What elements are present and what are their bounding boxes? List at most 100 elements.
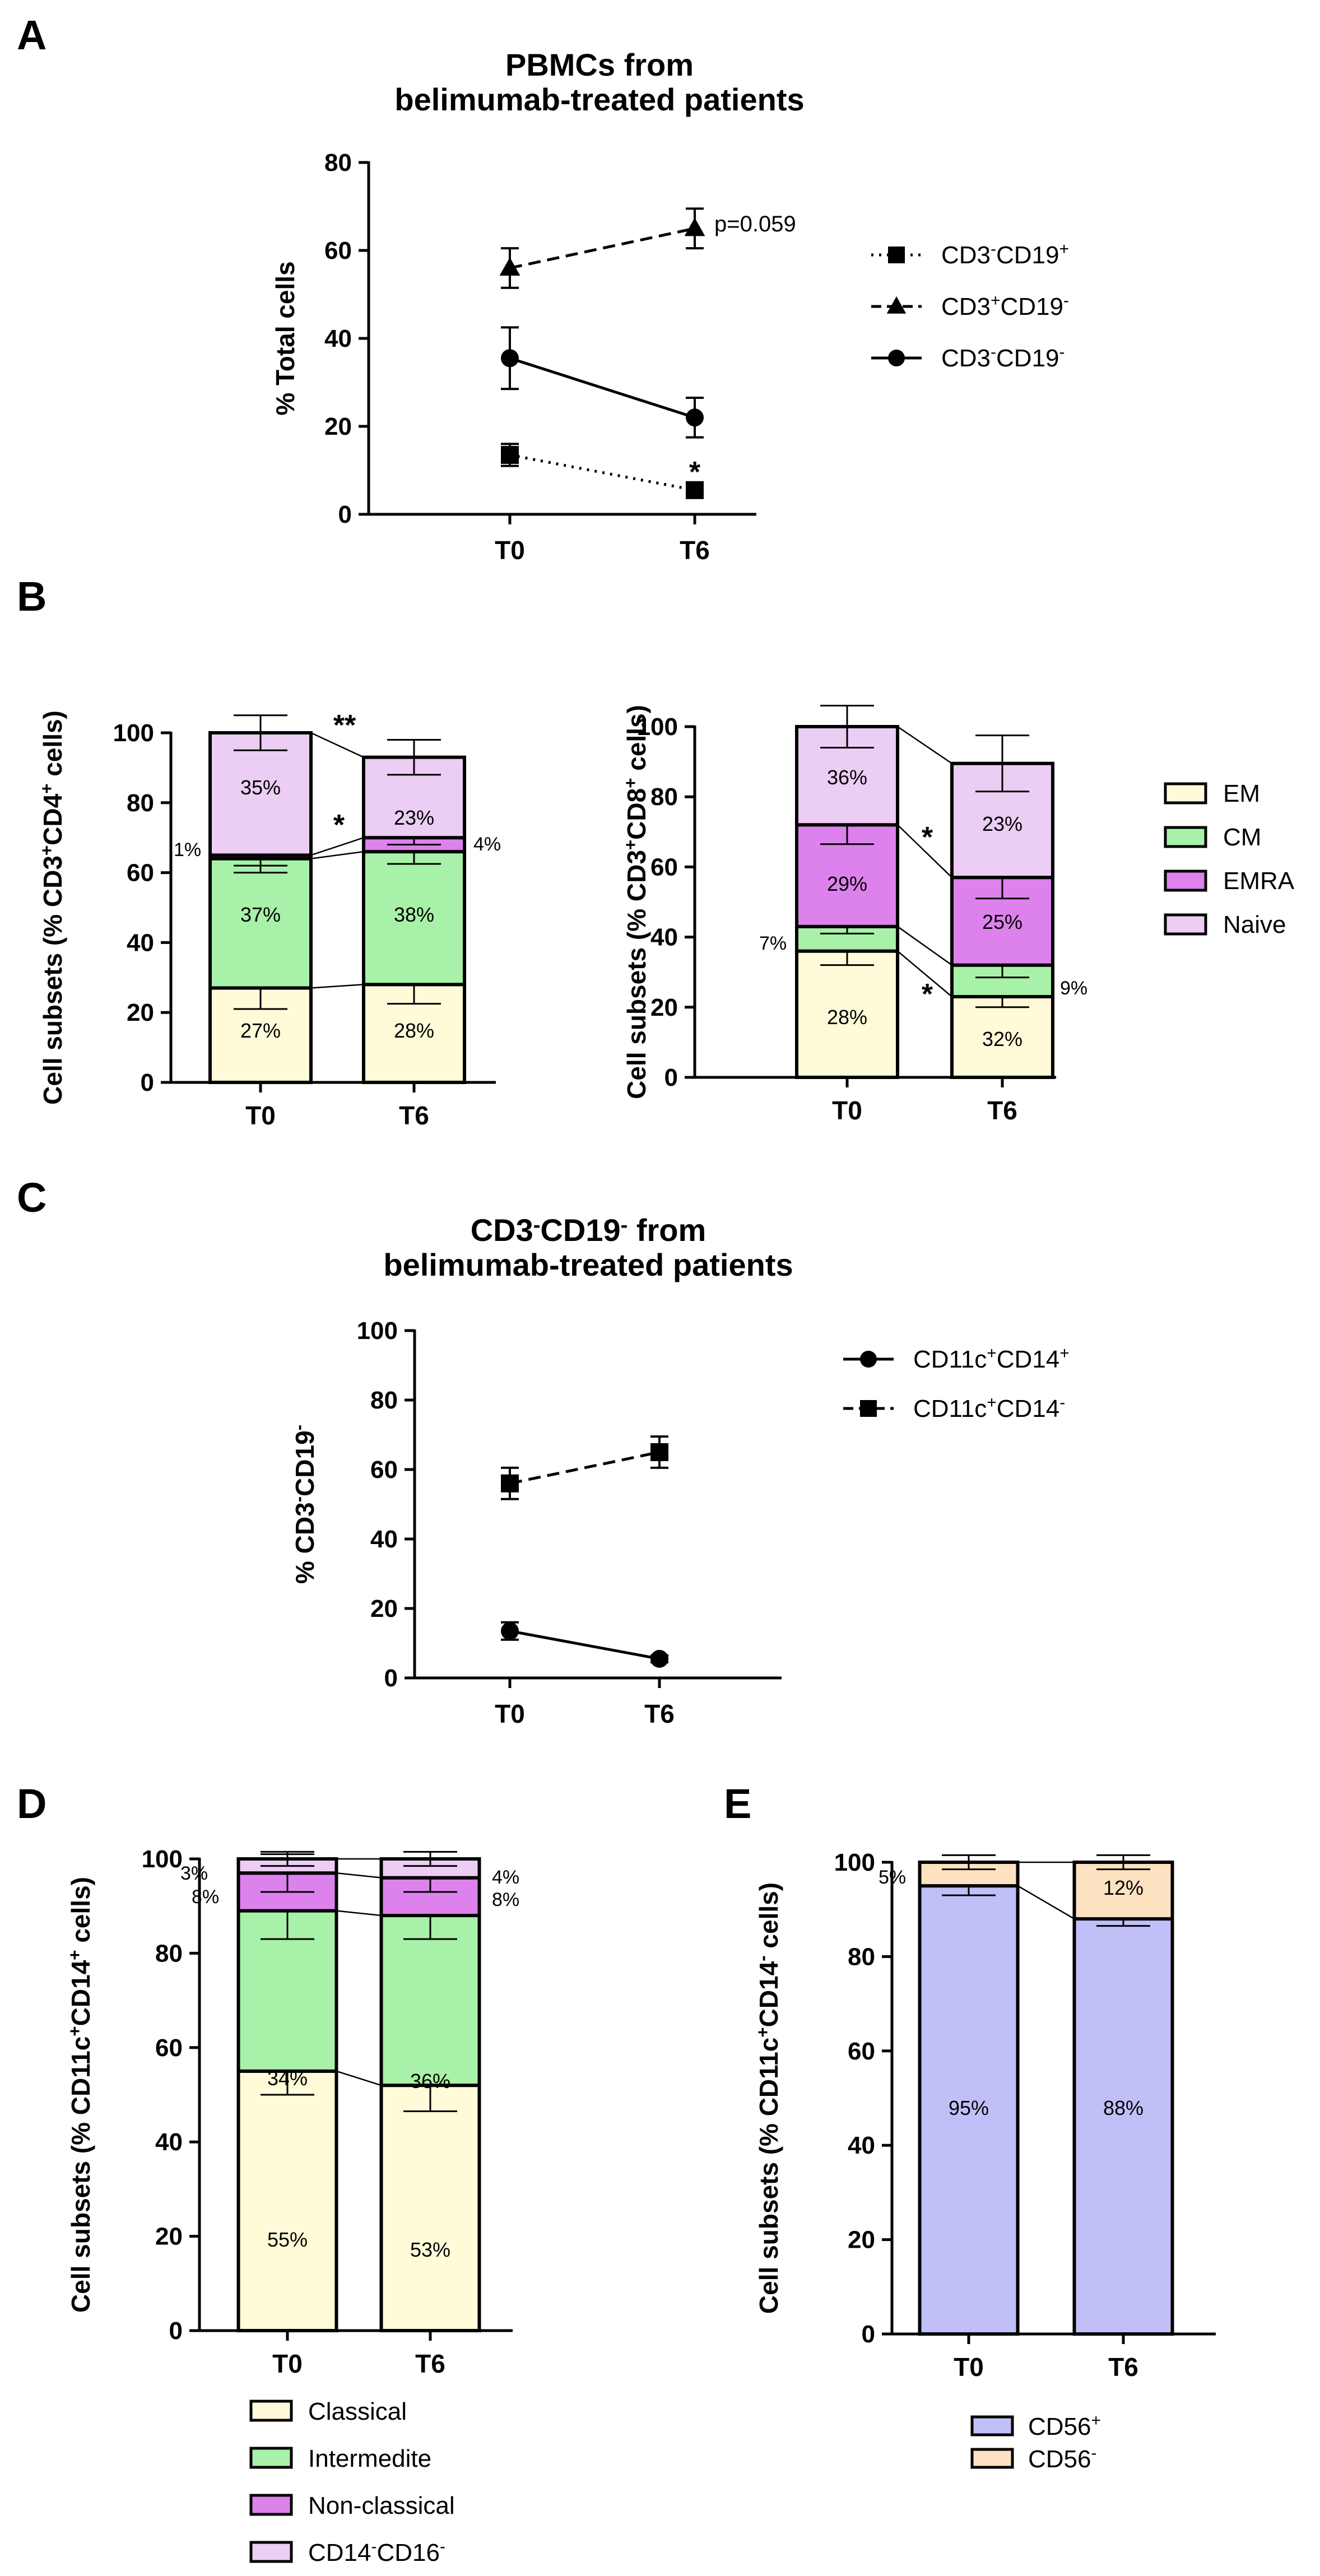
text-run: CD19 [1001,293,1064,320]
text-run: CD19 [996,345,1059,372]
y-axis-label: Cell subsets (% CD3+CD8+ cells) [621,705,651,1099]
panel-label-D: D [17,1780,47,1827]
data-point-CD3-CD19- [501,349,519,368]
superscript: - [289,1496,309,1502]
panel-A-line-chart: 0 20 40 60 80 T0 T6 PBMCs frombelimumab-treated… [271,47,1069,565]
legend-swatch-CD56+ [970,2415,1014,2436]
panel-label-E: E [724,1780,751,1827]
legend-symbol [886,296,907,314]
superscript: - [1059,1393,1065,1412]
text-run: CD4 [38,793,67,845]
legend: ClassicalIntermediteNon-classicalCD14-CD… [249,2398,455,2566]
superscript: + [1059,1344,1069,1363]
text-run: cells) [66,1877,95,1950]
superscript: + [37,845,57,855]
x-tick-label: T6 [415,2349,445,2378]
legend-swatch-CD14-CD16- [249,2541,293,2563]
superscript: + [1059,240,1069,258]
series-line-CD11c+CD14- [509,1450,660,1485]
series-line-CD11c+CD14+ [509,1629,660,1661]
segment-label: 28% [394,1019,434,1042]
y-tick-label: 60 [155,2034,183,2062]
significance-star: * [922,978,933,1011]
bar-segment-Intermedite [379,1914,481,2087]
legend-label: Naive [1223,911,1286,938]
chart-title: belimumab-treated patients [394,82,804,117]
x-tick-label: T0 [272,2349,303,2378]
legend-swatch-CD56- [970,2448,1014,2469]
legend-label: CD14-CD16- [308,2537,445,2566]
superscript: - [371,2537,377,2556]
bar-segment-Classical [379,2084,481,2332]
x-tick-label: T0 [495,1699,525,1728]
legend-symbol [888,350,905,366]
text-run: cells) [754,1882,783,1955]
legend-label: EMRA [1223,867,1295,895]
text-run: from [628,1212,706,1248]
legend-label: Classical [308,2398,407,2425]
connector-line [897,950,952,997]
text-run: CD14 [754,1961,783,2027]
segment-label-outside: 1% [174,839,201,861]
x-tick-label: T0 [495,536,525,565]
text-run: Cell subsets (% CD11c [754,2038,783,2314]
legend-label: CM [1223,824,1261,851]
series-line-CD3-CD19+ [509,453,695,492]
segment-label-outside: 9% [1060,978,1087,999]
y-axis-label: Cell subsets (% CD11c+CD14- cells) [753,1882,783,2314]
legend-label: CD56+ [1028,2411,1101,2440]
x-tick-label: T6 [987,1096,1017,1125]
y-tick-label: 60 [324,237,352,264]
segment-label-outside: 8% [192,1886,219,1908]
panel-label-B: B [17,573,47,620]
segment-label: 34% [267,2067,308,2090]
text-run: cells) [38,710,67,783]
x-tick-label: T0 [832,1096,862,1125]
connector-line [310,837,364,856]
connector-line [336,1910,382,1917]
y-tick-label: 80 [155,1940,183,1967]
superscript: - [1091,2444,1097,2462]
legend-label: CD11c+CD14+ [913,1344,1070,1373]
data-point-CD3-CD19- [686,408,704,427]
y-tick-label: 60 [370,1456,398,1484]
y-tick-label: 80 [650,783,678,811]
text-run: CD19 [540,1212,620,1248]
x-tick-label: T6 [1108,2352,1138,2382]
x-tick-label: T6 [644,1699,675,1728]
superscript: - [533,1213,541,1237]
y-tick-label: 0 [862,2321,875,2348]
y-tick-label: 0 [664,1064,678,1091]
text-run: CD19 [996,241,1059,269]
y-tick-label: 60 [848,2038,875,2065]
text-run: CD3 [941,241,991,269]
y-tick-label: 20 [848,2226,875,2254]
segment-label: 37% [240,903,281,926]
segment-label: 95% [949,2096,989,2119]
segment-label: 53% [410,2238,450,2261]
data-point-CD3-CD19+ [686,481,704,499]
text-run: Cell subsets (% CD3 [38,855,67,1105]
segment-label: 25% [982,910,1022,933]
segment-label: 36% [410,2070,450,2093]
connector-line [336,2070,382,2086]
text-run: CD11c [913,1346,987,1373]
legend-label: Intermedite [308,2445,431,2472]
y-tick-label: 20 [370,1595,398,1622]
text-run: Cell subsets (% CD3 [622,850,651,1099]
y-tick-label: 40 [650,924,678,951]
superscript: - [440,2537,445,2556]
y-axis-label: % CD3-CD19- [289,1425,319,1584]
data-point-CD3+CD19- [499,257,520,276]
superscript: + [65,1950,85,1960]
legend-swatch-EM [1164,782,1207,805]
legend-label: CD3+CD19- [941,291,1069,320]
segment-label-outside: 4% [473,834,501,855]
superscript: - [991,343,996,361]
y-tick-label: 100 [357,1317,398,1345]
bar-segment-CD14-CD16- [236,1857,338,1875]
legend-label: EM [1223,780,1260,807]
data-point-CD3+CD19- [684,217,705,236]
